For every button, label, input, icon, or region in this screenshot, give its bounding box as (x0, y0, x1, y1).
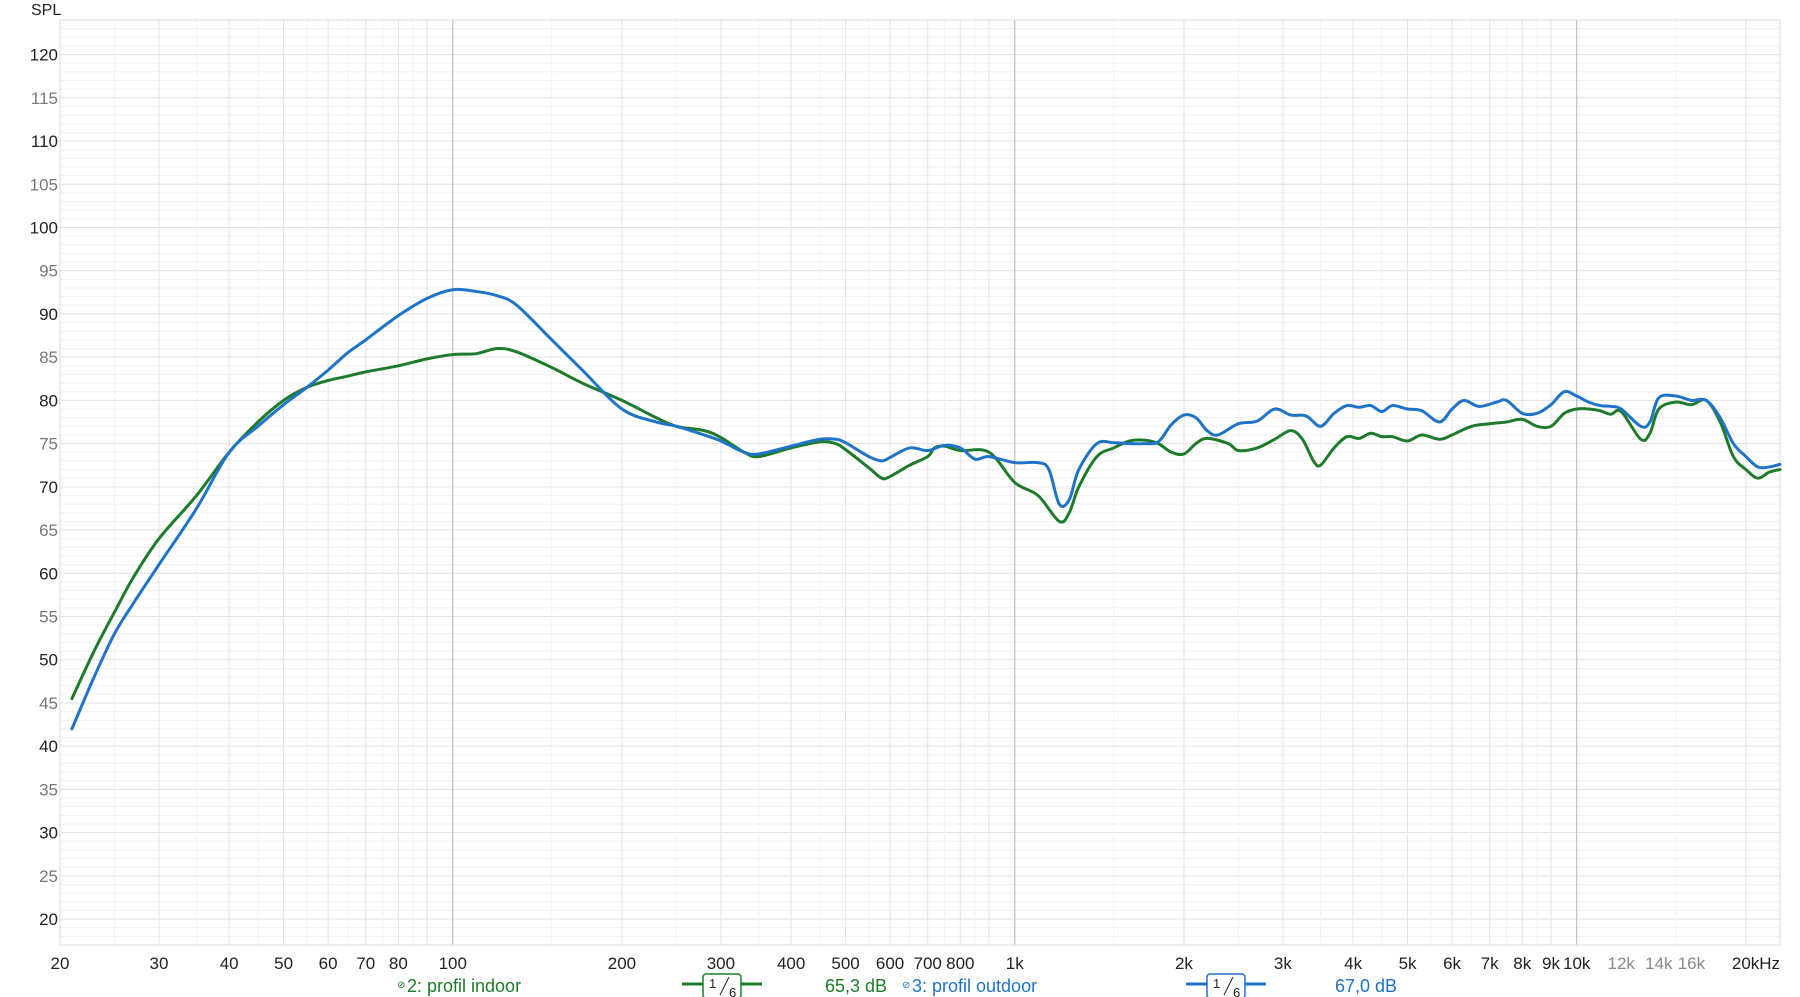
y-tick-label: 65 (39, 521, 58, 540)
x-tick-label: 600 (876, 954, 904, 973)
pin-icon[interactable]: ⊘ (397, 980, 405, 991)
y-axis-tick-labels: 120 115 110 105 100 95 90 85 80 75 70 65 60 55 50 45 40 3… (30, 46, 58, 929)
y-tick-label: 90 (39, 305, 58, 324)
x-tick-label: 400 (777, 954, 805, 973)
x-tick-label: 300 (707, 954, 735, 973)
y-tick-label: 85 (39, 348, 58, 367)
plot-area[interactable] (59, 19, 1781, 946)
x-tick-label: 4k (1344, 954, 1362, 973)
series-layer (70, 287, 1782, 731)
series-line-outdoor[interactable] (70, 287, 1782, 731)
y-tick-label: 30 (39, 824, 58, 843)
x-tick-label: 5k (1399, 954, 1417, 973)
x-tick-label: 80 (389, 954, 408, 973)
y-tick-label: 115 (31, 89, 58, 108)
legend: ⊘ 2: profil indoor 1 6 65,3 dB ⊘ 3: prof… (397, 973, 1397, 997)
smoothing-denominator-outdoor: 6 (1233, 985, 1240, 997)
y-tick-label: 110 (31, 132, 58, 151)
x-tick-label: 1k (1006, 954, 1024, 973)
y-tick-label: 40 (39, 737, 58, 756)
legend-level-indoor: 65,3 dB (825, 976, 887, 996)
y-tick-label: 25 (39, 867, 58, 886)
smoothing-badge-outdoor[interactable] (1206, 973, 1246, 997)
x-tick-label: 30 (149, 954, 168, 973)
y-tick-label: 20 (39, 910, 58, 929)
x-tick-label: 50 (274, 954, 293, 973)
x-tick-label: 9k (1542, 954, 1560, 973)
y-tick-label: 70 (39, 478, 58, 497)
x-tick-label: 7k (1481, 954, 1499, 973)
legend-label-indoor[interactable]: 2: profil indoor (407, 976, 521, 996)
y-tick-label: 50 (39, 651, 58, 670)
y-tick-label: 80 (39, 391, 58, 410)
x-tick-label: 16k (1678, 954, 1706, 973)
x-tick-label: 14k (1645, 954, 1673, 973)
x-tick-label: 6k (1443, 954, 1461, 973)
x-tick-label: 500 (831, 954, 859, 973)
x-tick-label: 2k (1175, 954, 1193, 973)
y-tick-label: 35 (39, 780, 58, 799)
grid-minor (59, 19, 1780, 946)
y-tick-label: 120 (30, 46, 58, 65)
x-tick-label: 3k (1274, 954, 1292, 973)
y-tick-label: 75 (39, 435, 58, 454)
y-tick-label: 60 (39, 564, 58, 583)
x-axis-tick-labels: 20 30 40 50 60 70 80 100 200 300 400 500 600 700 800 1k… (51, 954, 1781, 973)
legend-item-outdoor[interactable]: ⊘ 3: profil outdoor 1 6 67,0 dB (902, 973, 1397, 997)
y-tick-label: 100 (30, 218, 58, 237)
x-tick-label: 40 (220, 954, 239, 973)
smoothing-numerator-outdoor: 1 (1213, 976, 1220, 991)
y-axis-label: SPL (31, 2, 61, 19)
smoothing-slash-outdoor (1223, 976, 1234, 996)
y-tick-label: 105 (30, 175, 58, 194)
x-tick-label: 200 (608, 954, 636, 973)
x-tick-label: 100 (439, 954, 467, 973)
smoothing-numerator-indoor: 1 (709, 976, 716, 991)
x-tick-label: 70 (356, 954, 375, 973)
smoothing-denominator-indoor: 6 (729, 985, 736, 997)
legend-item-indoor[interactable]: ⊘ 2: profil indoor 1 6 65,3 dB (397, 973, 887, 997)
x-tick-label: 800 (946, 954, 974, 973)
x-tick-label: 20kHz (1732, 954, 1780, 973)
smoothing-slash-indoor (719, 976, 730, 996)
series-line-indoor[interactable] (70, 346, 1782, 701)
x-tick-label: 700 (914, 954, 942, 973)
pin-icon[interactable]: ⊘ (902, 980, 910, 991)
smoothing-badge-indoor[interactable] (702, 973, 742, 997)
x-tick-label: 8k (1513, 954, 1531, 973)
y-tick-label: 45 (39, 694, 58, 713)
x-tick-label: 12k (1608, 954, 1636, 973)
x-tick-label: 10k (1563, 954, 1591, 973)
y-tick-label: 55 (39, 607, 58, 626)
x-tick-label: 20 (51, 954, 70, 973)
legend-label-outdoor[interactable]: 3: profil outdoor (912, 976, 1037, 996)
legend-level-outdoor: 67,0 dB (1335, 976, 1397, 996)
x-tick-label: 60 (319, 954, 338, 973)
y-tick-label: 95 (39, 262, 58, 281)
